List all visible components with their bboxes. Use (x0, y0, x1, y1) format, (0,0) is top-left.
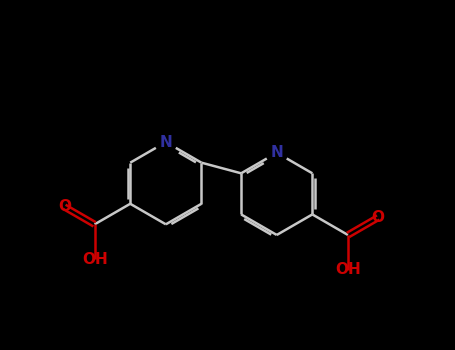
Text: OH: OH (82, 252, 107, 267)
Text: N: N (159, 135, 172, 149)
Text: OH: OH (335, 262, 361, 278)
Text: O: O (372, 210, 385, 225)
Text: N: N (270, 145, 283, 160)
Text: O: O (58, 199, 71, 214)
